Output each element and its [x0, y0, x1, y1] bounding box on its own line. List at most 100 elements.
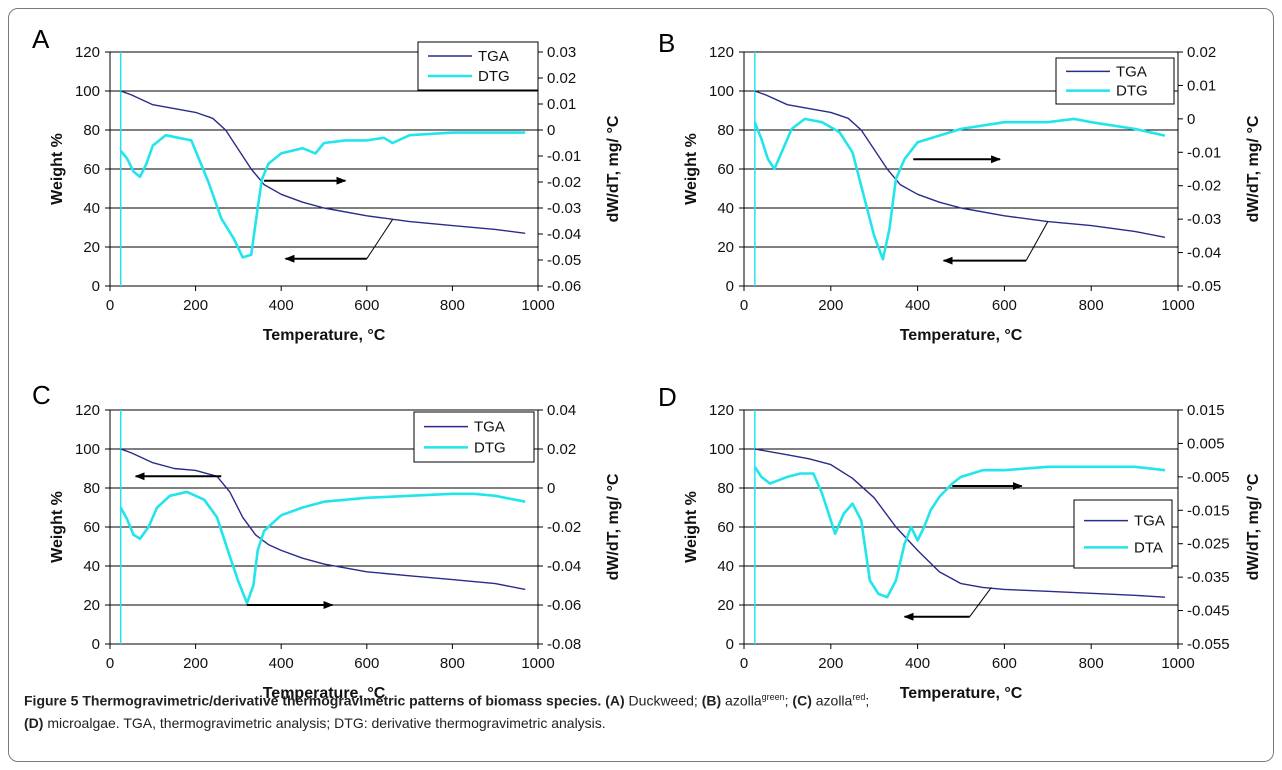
y2-tick-label: -0.025	[1187, 536, 1230, 553]
x-tick-label: 0	[740, 297, 748, 314]
series-tga	[754, 448, 1166, 598]
legend-box	[417, 41, 539, 91]
y2-axis-label: dW/dT, mg/ °C	[605, 473, 622, 580]
caption-after-b: ;	[784, 692, 789, 709]
series-dta	[753, 465, 1166, 599]
y-tick-label: 0	[726, 278, 734, 295]
y2-axis-label: dW/dT, mg/ °C	[1245, 115, 1262, 222]
y2-axis-label: dW/dT, mg/ °C	[605, 115, 622, 222]
annotation-leader	[366, 219, 393, 259]
y-tick-label: 120	[75, 402, 100, 419]
legend-box	[1055, 57, 1175, 105]
y2-tick-label: -0.015	[1187, 502, 1230, 519]
y2-tick-label: -0.01	[1187, 144, 1221, 161]
panel-label: D	[658, 382, 677, 412]
x-tick-label: 800	[440, 655, 465, 672]
series-tga	[120, 448, 526, 591]
series-tga	[120, 90, 526, 234]
legend-label-dtg: DTG	[1116, 83, 1148, 100]
y-tick-label: 80	[83, 480, 100, 497]
chart-panel-a: A 0 20 40 60 80 100 120 -0.06 -0.05 -0.04 -0.03 -0.0…	[32, 24, 622, 344]
x-tick-label: 0	[740, 655, 748, 672]
legend-box	[413, 411, 535, 463]
x-axis-label: Temperature, °C	[263, 685, 386, 702]
y2-tick-label: -0.05	[1187, 278, 1221, 295]
x-tick-label: 0	[106, 655, 114, 672]
legend-label-dta: DTA	[1134, 539, 1163, 556]
caption-label-c: (C)	[792, 692, 812, 709]
caption-text-a: Duckweed;	[624, 692, 698, 709]
series-tga	[754, 90, 1166, 238]
panel-label: B	[658, 28, 675, 58]
y-tick-label: 60	[717, 161, 734, 178]
y2-tick-label: 0.03	[547, 44, 576, 61]
legend-label-tga: TGA	[1134, 513, 1165, 530]
legend-label-dtg: DTG	[474, 439, 506, 456]
x-axis-label: Temperature, °C	[900, 327, 1023, 344]
y-tick-label: 20	[83, 597, 100, 614]
series-dtg	[119, 490, 526, 605]
y-tick-label: 20	[717, 239, 734, 256]
x-tick-label: 400	[269, 297, 294, 314]
y-tick-label: 60	[717, 519, 734, 536]
caption-title: Figure 5 Thermogravimetric/derivative th…	[24, 692, 602, 709]
y2-tick-label: -0.045	[1187, 603, 1230, 620]
y-axis-label: Weight %	[683, 133, 700, 205]
y2-tick-label: -0.02	[547, 174, 581, 191]
caption-text-b: azolla	[721, 692, 762, 709]
y2-tick-label: -0.03	[1187, 211, 1221, 228]
y-tick-label: 60	[83, 161, 100, 178]
caption-sup-b: green	[761, 692, 785, 702]
y2-tick-label: -0.03	[547, 200, 581, 217]
y2-tick-label: 0.01	[1187, 77, 1216, 94]
x-tick-label: 800	[440, 297, 465, 314]
y2-tick-label: -0.05	[547, 252, 581, 269]
x-tick-label: 200	[818, 655, 843, 672]
legend-box	[1073, 499, 1173, 569]
x-tick-label: 600	[354, 297, 379, 314]
y2-tick-label: -0.06	[547, 597, 581, 614]
panel-label: C	[32, 380, 51, 410]
y2-tick-label: -0.04	[1187, 245, 1221, 262]
y2-tick-label: 0.02	[547, 441, 576, 458]
x-tick-label: 200	[183, 297, 208, 314]
x-tick-label: 200	[183, 655, 208, 672]
y-tick-label: 20	[717, 597, 734, 614]
caption-label-d: (D)	[24, 714, 44, 731]
y2-tick-label: -0.04	[547, 226, 581, 243]
y2-tick-label: -0.04	[547, 558, 581, 575]
y2-tick-label: -0.01	[547, 148, 581, 165]
caption-text-d: microalgae. TGA, thermogravimetric analy…	[43, 714, 606, 731]
y2-tick-label: -0.08	[547, 636, 581, 653]
series-dtg	[753, 117, 1166, 261]
x-tick-label: 600	[992, 655, 1017, 672]
y-tick-label: 100	[709, 441, 734, 458]
x-tick-label: 400	[269, 655, 294, 672]
y-tick-label: 40	[83, 558, 100, 575]
y-tick-label: 80	[717, 122, 734, 139]
chart-panel-d: D 0 20 40 60 80 100 120 -0.055 -0.045 -0.035 -0.025…	[658, 382, 1262, 702]
legend-label-dtg: DTG	[478, 68, 510, 85]
figure-frame	[8, 8, 1274, 762]
caption-text-c: azolla	[811, 692, 853, 709]
x-tick-label: 800	[1079, 297, 1104, 314]
y2-tick-label: 0.015	[1187, 402, 1225, 419]
y-tick-label: 120	[709, 44, 734, 61]
y2-tick-label: -0.005	[1187, 469, 1230, 486]
y2-tick-label: -0.055	[1187, 636, 1230, 653]
annotation-leader	[969, 587, 992, 617]
chart-panel-b: B 0 20 40 60 80 100 120 -0.05 -0.04 -0.03 -0.02 -0.0…	[658, 28, 1262, 344]
y2-tick-label: 0	[547, 122, 555, 139]
x-axis-label: Temperature, °C	[263, 327, 386, 344]
x-tick-label: 600	[992, 297, 1017, 314]
y-tick-label: 120	[709, 402, 734, 419]
x-tick-label: 400	[905, 655, 930, 672]
x-axis-label: Temperature, °C	[900, 685, 1023, 702]
y2-tick-label: 0.005	[1187, 435, 1225, 452]
figure-caption: Figure 5 Thermogravimetric/derivative th…	[24, 686, 1260, 734]
legend-label-tga: TGA	[474, 419, 505, 436]
chart-panel-c: C 0 20 40 60 80 100 120 -0.08 -0.06 -0.04 -0.02 0 0.0…	[32, 380, 622, 702]
x-tick-label: 600	[354, 655, 379, 672]
x-tick-label: 1000	[1161, 655, 1194, 672]
y-tick-label: 80	[717, 480, 734, 497]
